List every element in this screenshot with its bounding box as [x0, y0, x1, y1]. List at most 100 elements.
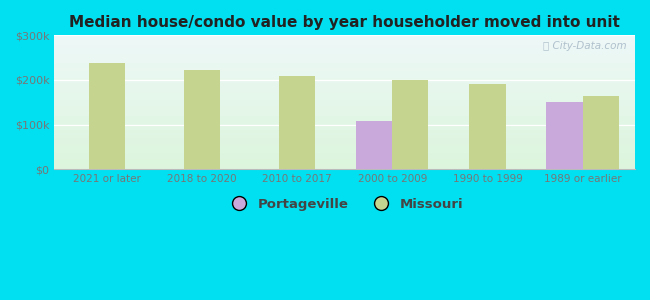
Bar	[55, 145, 635, 146]
Bar	[55, 50, 635, 51]
Bar	[55, 135, 635, 136]
Bar	[55, 162, 635, 163]
Bar	[55, 72, 635, 73]
Bar	[55, 98, 635, 99]
Bar	[55, 168, 635, 169]
Bar	[55, 152, 635, 153]
Bar	[55, 141, 635, 142]
Bar	[55, 103, 635, 104]
Bar	[55, 49, 635, 50]
Bar	[55, 70, 635, 71]
Bar	[279, 76, 315, 169]
Bar	[55, 44, 635, 45]
Bar	[55, 99, 635, 100]
Bar	[55, 108, 635, 109]
Bar	[55, 36, 635, 37]
Bar	[55, 116, 635, 117]
Bar	[547, 102, 582, 169]
Bar	[55, 147, 635, 148]
Bar	[55, 69, 635, 70]
Bar	[55, 76, 635, 77]
Bar	[55, 61, 635, 62]
Bar	[55, 78, 635, 79]
Text: ⓘ City-Data.com: ⓘ City-Data.com	[543, 41, 627, 51]
Bar	[55, 113, 635, 114]
Bar	[55, 85, 635, 86]
Bar	[55, 52, 635, 53]
Bar	[55, 86, 635, 87]
Bar	[55, 154, 635, 155]
Bar	[55, 59, 635, 60]
Bar	[55, 112, 635, 113]
Bar	[55, 138, 635, 139]
Bar	[55, 67, 635, 68]
Bar	[55, 114, 635, 115]
Bar	[55, 125, 635, 126]
Bar	[55, 146, 635, 147]
Bar	[55, 132, 635, 133]
Bar	[356, 122, 393, 169]
Bar	[55, 151, 635, 152]
Bar	[55, 131, 635, 132]
Bar	[55, 149, 635, 150]
Bar	[55, 35, 635, 36]
Bar	[393, 80, 428, 169]
Bar	[55, 165, 635, 166]
Bar	[55, 115, 635, 116]
Legend: Portageville, Missouri: Portageville, Missouri	[220, 193, 469, 216]
Bar	[55, 92, 635, 93]
Bar	[55, 158, 635, 159]
Bar	[55, 111, 635, 112]
Bar	[55, 137, 635, 138]
Bar	[55, 48, 635, 49]
Bar	[55, 57, 635, 58]
Bar	[55, 140, 635, 141]
Bar	[55, 45, 635, 46]
Bar	[55, 128, 635, 129]
Bar	[55, 90, 635, 91]
Bar	[55, 37, 635, 38]
Bar	[55, 144, 635, 145]
Bar	[55, 160, 635, 161]
Bar	[55, 68, 635, 69]
Bar	[55, 126, 635, 127]
Bar	[55, 130, 635, 131]
Bar	[55, 96, 635, 97]
Bar	[55, 157, 635, 158]
Bar	[469, 83, 506, 169]
Bar	[55, 60, 635, 61]
Bar	[55, 81, 635, 82]
Bar	[55, 106, 635, 107]
Bar	[55, 101, 635, 102]
Bar	[55, 153, 635, 154]
Bar	[55, 87, 635, 88]
Bar	[55, 46, 635, 47]
Bar	[55, 74, 635, 75]
Bar	[55, 47, 635, 48]
Bar	[582, 97, 619, 169]
Bar	[55, 134, 635, 135]
Bar	[55, 136, 635, 137]
Bar	[55, 88, 635, 89]
Bar	[55, 89, 635, 90]
Bar	[55, 139, 635, 140]
Bar	[55, 55, 635, 56]
Bar	[55, 63, 635, 64]
Bar	[55, 42, 635, 43]
Bar	[55, 64, 635, 65]
Bar	[55, 40, 635, 41]
Bar	[55, 56, 635, 57]
Bar	[55, 163, 635, 164]
Bar	[55, 75, 635, 76]
Bar	[55, 54, 635, 55]
Bar	[55, 95, 635, 96]
Bar	[55, 124, 635, 125]
Bar	[55, 117, 635, 118]
Bar	[55, 161, 635, 162]
Bar	[55, 100, 635, 101]
Bar	[55, 94, 635, 95]
Bar	[55, 150, 635, 151]
Bar	[55, 121, 635, 122]
Bar	[55, 118, 635, 119]
Bar	[55, 110, 635, 111]
